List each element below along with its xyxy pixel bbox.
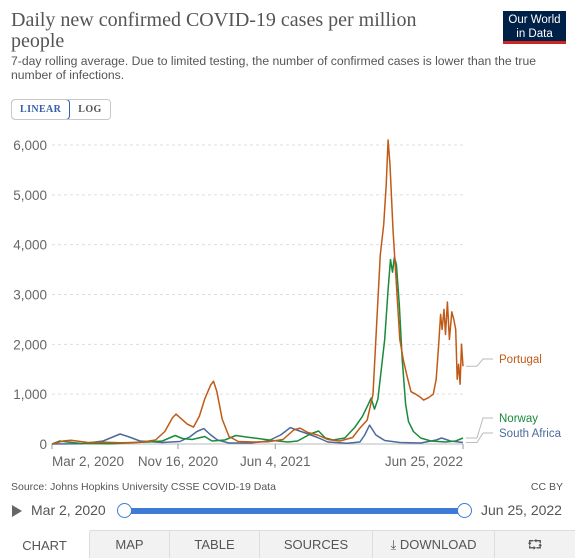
label-connector bbox=[466, 432, 493, 443]
line-chart: 0 1,000 2,000 3,000 4,000 5,000 6,000 Mar 2, 2… bbox=[13, 138, 562, 469]
y-tick-label: 6,000 bbox=[13, 138, 47, 153]
label-connector bbox=[466, 417, 493, 439]
series-line-portugal bbox=[51, 139, 464, 445]
x-tick-label: Mar 2, 2020 bbox=[52, 454, 124, 469]
series-label-south-africa: South Africa bbox=[499, 428, 562, 440]
tab-download-label: DOWNLOAD bbox=[399, 537, 477, 552]
timeline-start-label: Mar 2, 2020 bbox=[31, 502, 106, 518]
y-tick-label: 0 bbox=[39, 437, 47, 452]
series-line-norway bbox=[51, 256, 464, 445]
series-label-norway: Norway bbox=[499, 413, 538, 425]
timeline-start-handle[interactable] bbox=[117, 503, 132, 518]
series-label-portugal: Portugal bbox=[499, 354, 542, 366]
x-tick-label: Nov 16, 2020 bbox=[138, 454, 218, 469]
timeline: Mar 2, 2020 Jun 25, 2022 bbox=[0, 500, 575, 524]
source-note[interactable]: Source: Johns Hopkins University CSSE CO… bbox=[11, 481, 276, 493]
y-tick-label: 1,000 bbox=[13, 387, 47, 402]
share-icon: ⮔ bbox=[527, 537, 543, 552]
timeline-end-handle[interactable] bbox=[457, 503, 472, 518]
series-labels: South Africa Norway Portugal bbox=[466, 354, 562, 443]
license-link[interactable]: CC BY bbox=[530, 481, 563, 493]
tab-share[interactable]: ⮔ bbox=[495, 531, 575, 558]
timeline-end-label: Jun 25, 2022 bbox=[481, 502, 562, 518]
label-connector bbox=[466, 358, 493, 367]
y-tick-label: 2,000 bbox=[13, 337, 47, 352]
logo-line-1: Our World bbox=[508, 14, 561, 26]
y-tick-label: 4,000 bbox=[13, 238, 47, 253]
tab-bar: CHART MAP TABLE SOURCES ⤓ DOWNLOAD ⮔ bbox=[0, 530, 575, 558]
chart-subtitle: 7-day rolling average. Due to limited te… bbox=[11, 54, 537, 82]
tab-chart[interactable]: CHART bbox=[0, 530, 90, 558]
y-tick-label: 5,000 bbox=[13, 188, 47, 203]
x-axis-ticks: Mar 2, 2020 Nov 16, 2020 Jun 4, 2021 Jun 25… bbox=[51, 444, 464, 469]
x-tick-label: Jun 25, 2022 bbox=[385, 454, 463, 469]
tab-map[interactable]: MAP bbox=[90, 531, 170, 558]
chart-title: Daily new confirmed COVID-19 cases per m… bbox=[11, 9, 417, 52]
logo-line-2: in Data bbox=[516, 28, 553, 40]
log-scale-button[interactable]: LOG bbox=[70, 100, 110, 119]
series-lines bbox=[51, 139, 464, 445]
download-icon: ⤓ bbox=[390, 537, 397, 552]
tab-download[interactable]: ⤓ DOWNLOAD bbox=[373, 531, 495, 558]
timeline-track[interactable] bbox=[124, 508, 465, 514]
tab-table[interactable]: TABLE bbox=[170, 531, 260, 558]
series-line-south-africa bbox=[51, 424, 464, 445]
gridlines bbox=[52, 144, 463, 445]
x-tick-label: Jun 4, 2021 bbox=[240, 454, 311, 469]
owid-logo[interactable]: Our World in Data bbox=[503, 11, 566, 44]
linear-scale-button[interactable]: LINEAR bbox=[11, 100, 71, 119]
y-tick-label: 3,000 bbox=[13, 288, 47, 303]
play-icon[interactable] bbox=[12, 505, 22, 517]
y-axis-ticks: 0 1,000 2,000 3,000 4,000 5,000 6,000 bbox=[13, 138, 47, 452]
scale-toggle: LINEAR LOG bbox=[11, 99, 111, 120]
tab-sources[interactable]: SOURCES bbox=[260, 531, 373, 558]
